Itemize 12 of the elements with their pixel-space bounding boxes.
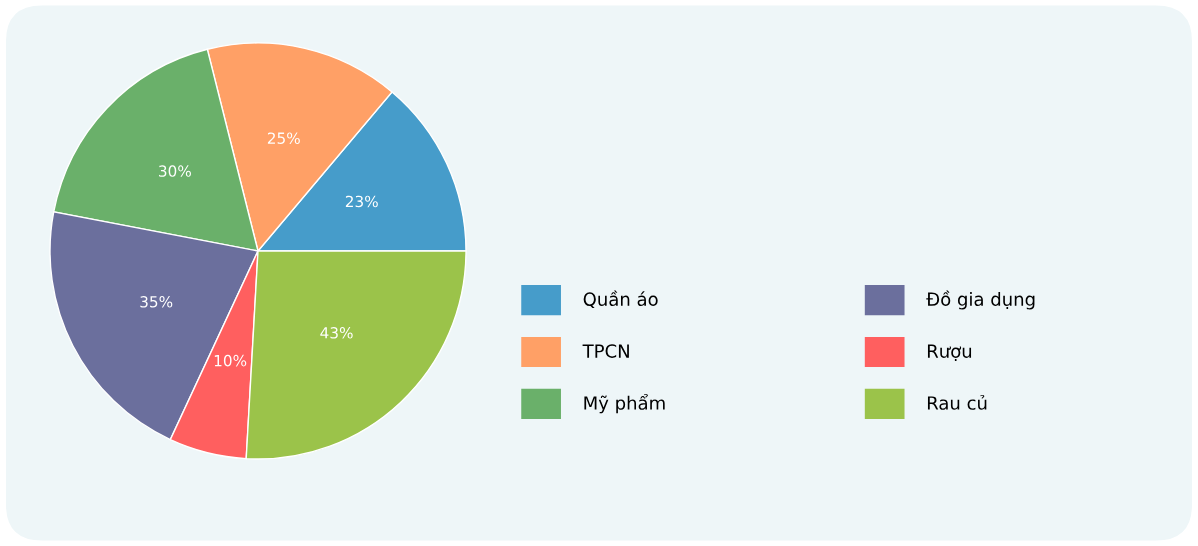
legend-label: Đồ gia dụng [926,290,1035,310]
legend-label: Rau củ [927,394,987,410]
data-label: 43% [320,327,353,339]
legend-label: TPCN [582,344,629,358]
data-label: 23% [345,195,378,208]
legend-label: Rượu [927,344,972,361]
legend-label: Quần áo [583,290,658,309]
data-label: 35% [140,296,173,308]
data-label: 30% [159,165,191,177]
legend-label: Mỹ phẩm [584,394,665,414]
data-label: 25% [267,132,300,144]
data-label: 10% [214,354,247,367]
